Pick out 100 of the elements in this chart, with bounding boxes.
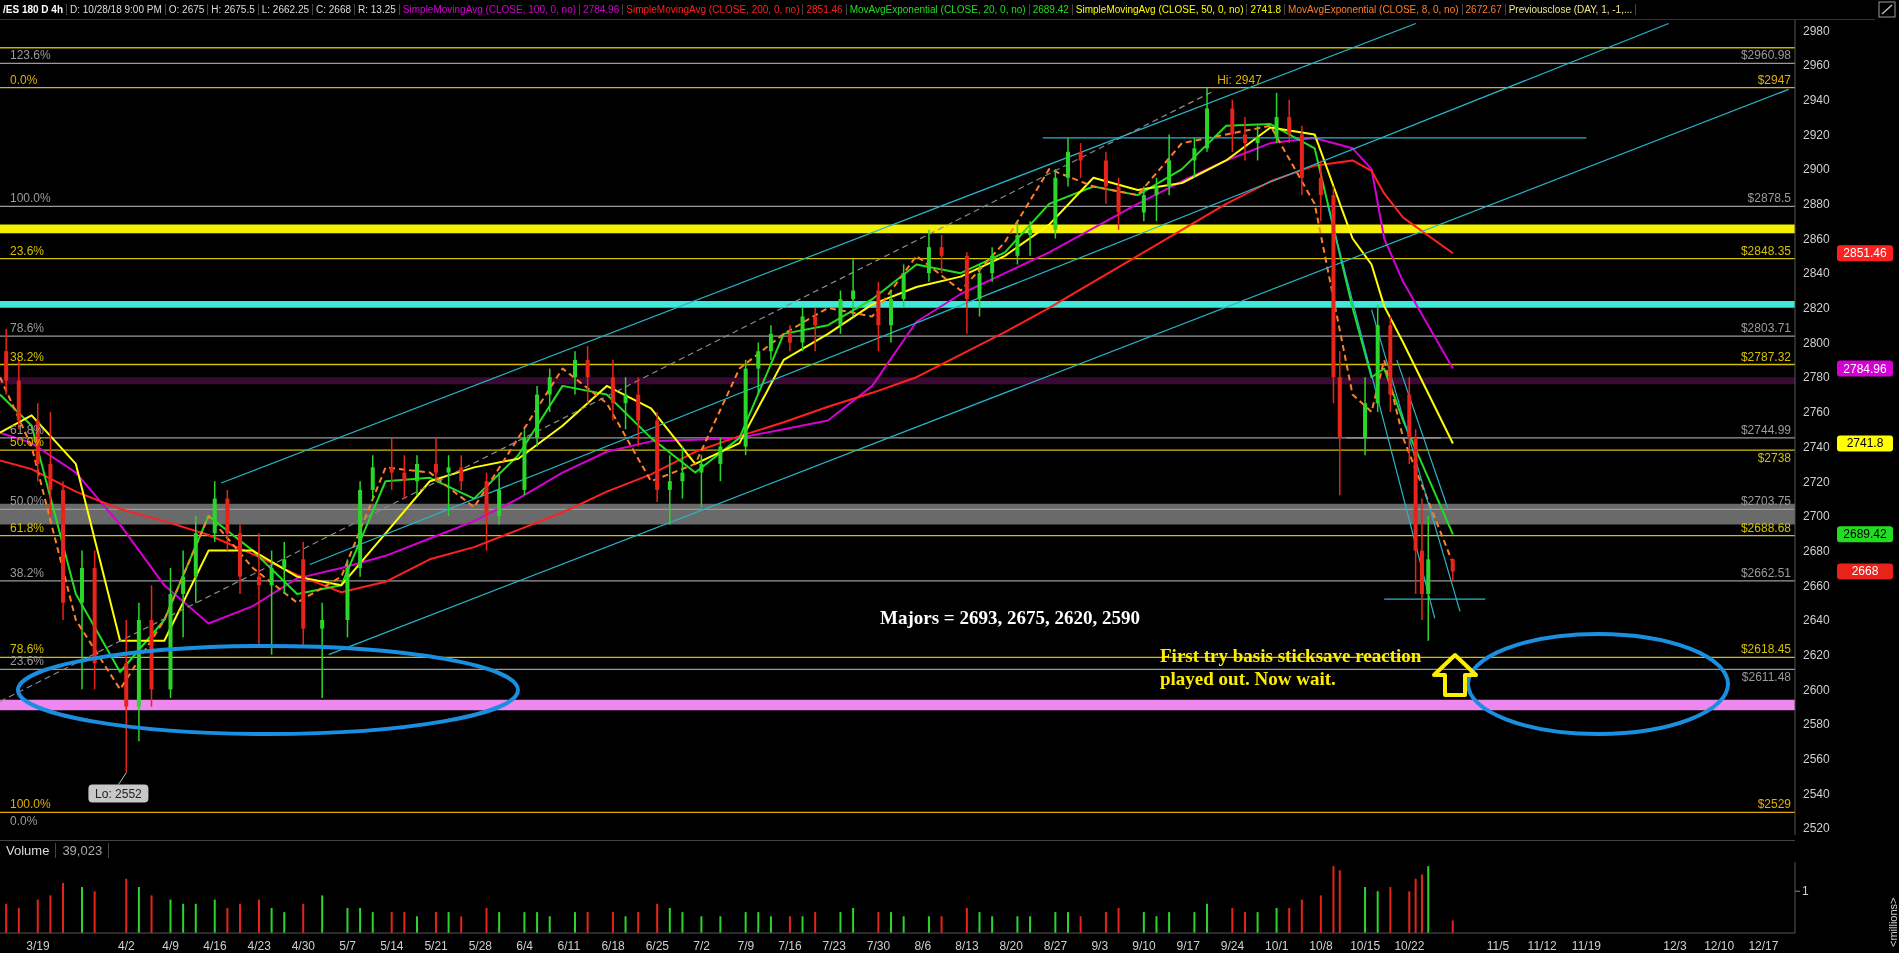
y-tick-label: 2960 — [1803, 58, 1831, 73]
ref-line-label: $2618.45 — [1740, 642, 1792, 657]
x-tick-label: 11/5 — [1486, 938, 1510, 953]
x-tick-label: 5/28 — [468, 938, 493, 953]
text: 2741.8 — [1247, 4, 1286, 15]
x-tick-label: 10/22 — [1394, 938, 1425, 953]
y-tick-label: 2680 — [1803, 543, 1831, 558]
text: 2741.8 — [1846, 436, 1884, 451]
x-tick-label: 7/23 — [822, 938, 847, 953]
y-tick-label: 2620 — [1803, 647, 1831, 662]
x-tick-label: 9/17 — [1176, 938, 1201, 953]
text: D: 10/28/18 9:00 PM — [67, 4, 166, 15]
text: C: 2668 — [313, 4, 356, 15]
x-tick-label: 7/9 — [737, 938, 755, 953]
ref-line-label: $2878.5 — [1747, 191, 1792, 206]
ref-line-label: $2738 — [1757, 451, 1792, 466]
x-tick-label: 6/25 — [645, 938, 670, 953]
y-tick-label: 2540 — [1803, 786, 1831, 801]
text: R: 13.25 — [355, 4, 400, 15]
y-tick-label: 2660 — [1803, 578, 1831, 593]
x-tick-label: 9/10 — [1132, 938, 1156, 953]
x-tick-label: 10/1 — [1265, 938, 1289, 953]
x-tick-label: 5/21 — [424, 938, 449, 953]
text: 2672.67 — [1462, 4, 1506, 15]
ref-line-label: $2803.71 — [1740, 321, 1792, 336]
x-tick-label: 7/2 — [693, 938, 711, 953]
y-tick-label: 2520 — [1803, 821, 1831, 836]
text: 2851.46 — [1843, 246, 1887, 261]
annotation: Hi: 2947 — [1217, 72, 1263, 87]
annotation: 0.0% — [10, 814, 38, 829]
chart-title: /ES 180 D 4h — [0, 4, 68, 15]
annotation: 61.8% — [10, 520, 45, 535]
text: 2851.46 — [803, 4, 847, 15]
x-tick-label: 5/14 — [380, 938, 404, 953]
ref-line-label: $2688.68 — [1740, 520, 1792, 535]
text: 2784.96 — [1843, 361, 1887, 376]
x-tick-label: 4/30 — [291, 938, 316, 953]
x-tick-label: 4/2 — [118, 938, 136, 953]
x-tick-label: 5/7 — [339, 938, 357, 953]
annotation: 78.6% — [10, 321, 45, 336]
y-tick-label: 2600 — [1803, 682, 1831, 697]
text: 2668 — [1851, 564, 1879, 579]
text: MovAvgExponential (CLOSE, 20, 0, no) — [846, 4, 1030, 15]
annotation: Lo: 2552 — [95, 786, 143, 801]
text: O: 2675 — [165, 4, 209, 15]
x-tick-label: 11/12 — [1527, 938, 1558, 953]
text: L: 2662.25 — [258, 4, 313, 15]
x-tick-label: 4/9 — [162, 938, 180, 953]
x-tick-label: 4/23 — [247, 938, 272, 953]
chart-title: Volume — [0, 842, 57, 858]
x-tick-label: 11/19 — [1571, 938, 1602, 953]
x-tick-label: 3/19 — [26, 938, 50, 953]
x-tick-label: 10/15 — [1350, 938, 1381, 953]
text: 39,023 — [56, 842, 110, 858]
text: SimpleMovingAvg (CLOSE, 100, 0, no) — [399, 4, 581, 15]
y-tick-label: 2940 — [1803, 93, 1831, 108]
annotation: 100.0% — [10, 797, 52, 812]
ref-line-label: $2611.48 — [1741, 670, 1792, 685]
y-tick-label: 2780 — [1803, 370, 1831, 385]
annotation: 38.2% — [10, 565, 45, 580]
x-tick-label: 6/11 — [557, 938, 581, 953]
ref-line-label: $2848.35 — [1740, 243, 1792, 258]
x-tick-label: 8/6 — [914, 938, 932, 953]
annotation: 100.0% — [10, 191, 52, 206]
ref-line-label: $2662.51 — [1740, 565, 1792, 580]
text: H: 2675.5 — [208, 4, 259, 15]
y-tick-label: 2580 — [1803, 717, 1831, 732]
x-tick-label: 7/16 — [778, 938, 803, 953]
x-tick-label: 4/16 — [203, 938, 227, 953]
text: MovAvgExponential (CLOSE, 8, 0, no) — [1285, 4, 1463, 15]
x-tick-label: 10/8 — [1309, 938, 1333, 953]
y-tick-label: 2900 — [1803, 162, 1831, 177]
text: SimpleMovingAvg (CLOSE, 50, 0, no) — [1072, 4, 1248, 15]
x-tick-label: 6/18 — [601, 938, 626, 953]
y-tick-label: 2640 — [1803, 613, 1831, 628]
ref-line-label: $2947 — [1757, 72, 1792, 87]
x-tick-label: 8/13 — [955, 938, 980, 953]
text: 2689.42 — [1843, 527, 1887, 542]
x-tick-label: 8/20 — [999, 938, 1024, 953]
ref-line-label: $2960.98 — [1740, 48, 1792, 63]
y-tick-label: 2840 — [1803, 266, 1831, 281]
y-tick-label: 2700 — [1803, 509, 1831, 524]
annotation: 23.6% — [10, 654, 45, 669]
y-tick-label: 2860 — [1803, 231, 1831, 246]
y-tick-label: 2880 — [1803, 197, 1831, 212]
y-tick-label: 2820 — [1803, 301, 1831, 316]
annotation: 23.6% — [10, 243, 45, 258]
annotation: 38.2% — [10, 349, 45, 364]
ref-line-label: $2787.32 — [1740, 349, 1792, 364]
annotation: Majors = 2693, 2675, 2620, 2590 — [880, 606, 1141, 629]
y-tick-label: 1 — [1802, 884, 1809, 899]
y-tick-label: 2740 — [1803, 439, 1831, 454]
text: 2689.42 — [1029, 4, 1073, 15]
ref-line-label: $2744.99 — [1740, 422, 1792, 437]
x-tick-label: 8/27 — [1043, 938, 1068, 953]
y-tick-label: 2760 — [1803, 405, 1831, 420]
x-tick-label: 9/3 — [1091, 938, 1109, 953]
annotation: 123.6% — [10, 48, 52, 63]
y-tick-label: 2920 — [1803, 127, 1831, 142]
annotation: 0.0% — [10, 72, 38, 87]
